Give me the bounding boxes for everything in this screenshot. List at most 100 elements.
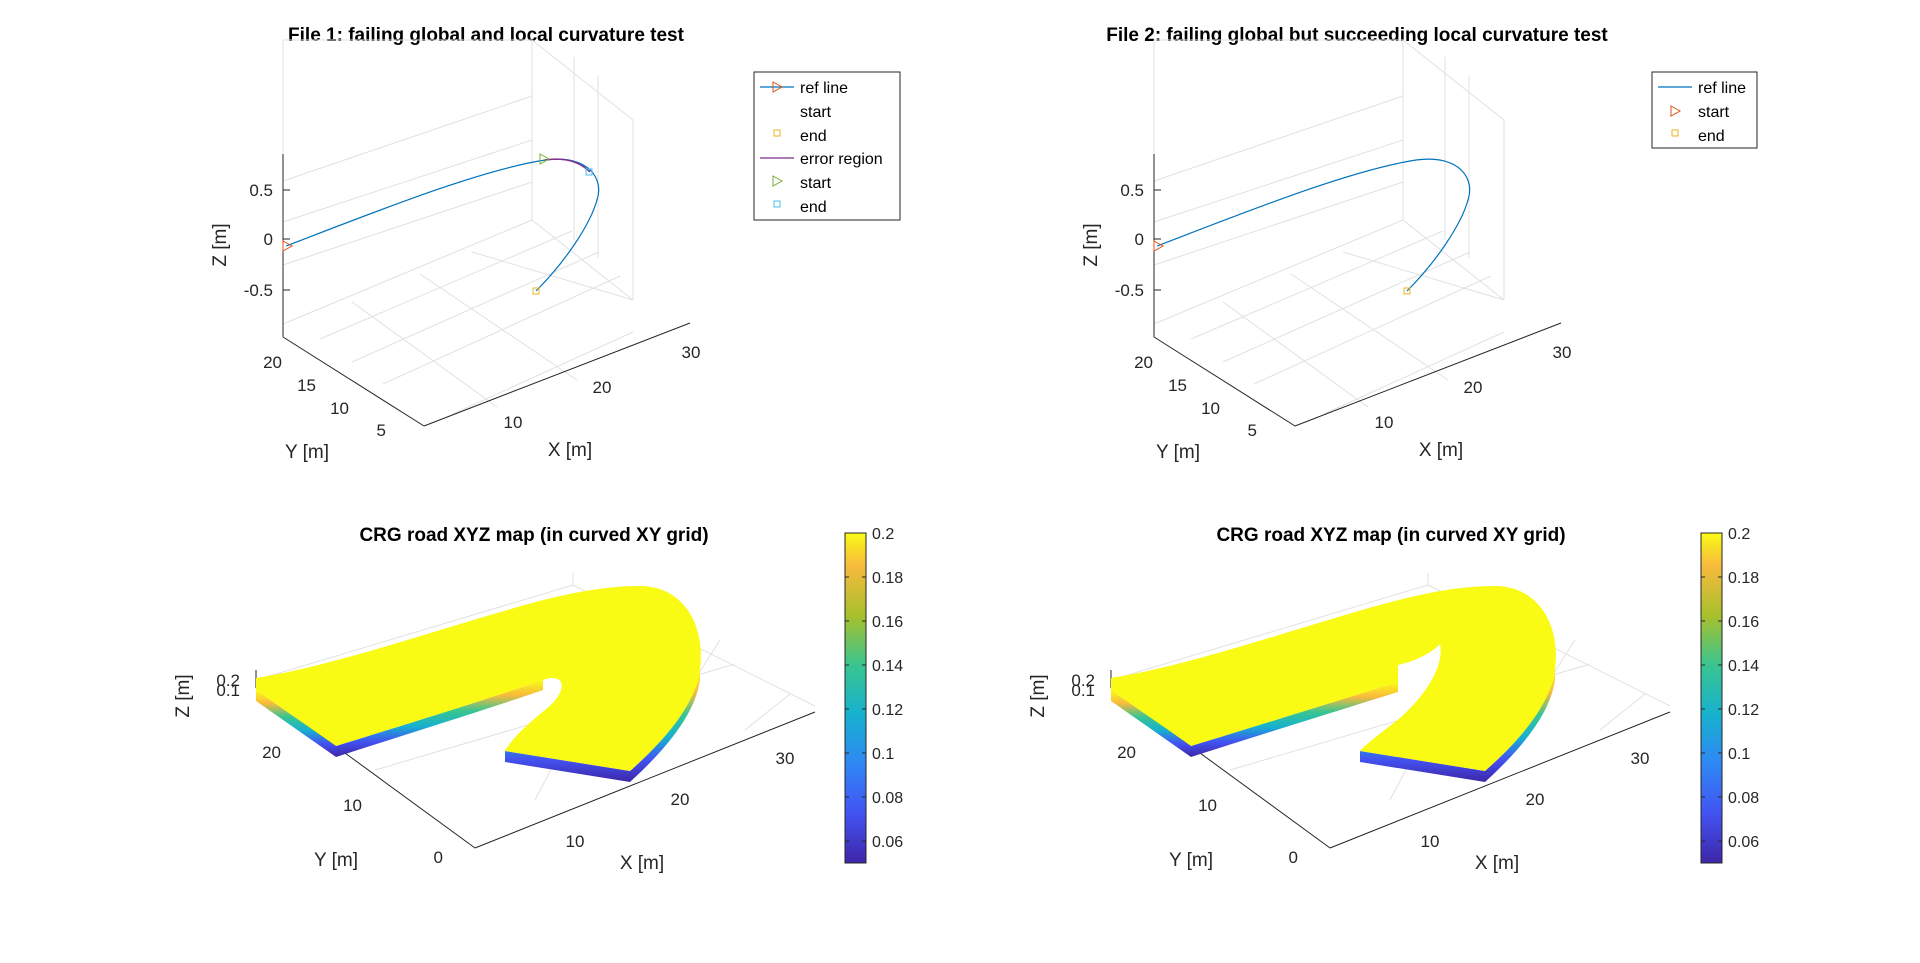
legend-label: end	[800, 128, 827, 145]
z-ticks: 0.2 0.1	[1071, 671, 1095, 700]
y-ticks: 20 10 0	[1117, 743, 1298, 867]
z-tick-label: 0	[1135, 230, 1144, 249]
grid-line	[351, 301, 498, 408]
x-ticks: 10 20 30	[1421, 749, 1650, 851]
start-marker	[282, 240, 294, 252]
y-axis-label: Y [m]	[314, 850, 358, 871]
grid-line	[1153, 181, 1404, 266]
road-side-face	[1191, 682, 1398, 757]
x-tick-label: 20	[1526, 790, 1545, 809]
z-axis-label: Z [m]	[173, 674, 194, 717]
legend-label: end	[800, 199, 827, 216]
chart-title: File 2: failing global but succeeding lo…	[1106, 25, 1608, 46]
z-tick-label: 0.1	[1071, 681, 1095, 700]
y-tick-label: 10	[1198, 796, 1217, 815]
y-tick-label: 20	[262, 743, 281, 762]
colorbar-tick-label: 0.18	[872, 570, 903, 587]
grid-line	[319, 230, 573, 340]
x-tick-label: 30	[1553, 343, 1572, 362]
grid-lines	[282, 39, 634, 415]
back-grid	[282, 39, 533, 324]
grid-line	[1253, 275, 1492, 385]
z-tick-label: 0.2	[216, 671, 240, 690]
grid-line	[419, 273, 578, 381]
road-side-face	[336, 680, 543, 757]
x-ticks: 10 20 30	[504, 343, 701, 432]
x-ticks: 10 20 30	[1375, 343, 1572, 432]
grid-line	[282, 219, 533, 325]
y-tick-label: 20	[263, 353, 282, 372]
colorbar-tick-label: 0.06	[872, 834, 903, 851]
colorbar-tick-label: 0.1	[1728, 746, 1750, 763]
z-ticks: 0.2 0.1	[216, 671, 240, 700]
z-tick-label: 0.1	[216, 681, 240, 700]
x-axis-line	[1329, 711, 1671, 849]
colorbar-tick-label: 0.12	[1728, 702, 1759, 719]
end-marker	[532, 287, 540, 295]
error-start-marker	[539, 153, 551, 165]
x-tick-label: 30	[1631, 749, 1650, 768]
y-tick-label: 10	[343, 796, 362, 815]
y-axis-line	[1153, 336, 1296, 427]
road-side-face	[256, 690, 336, 757]
grid-line	[1599, 693, 1646, 731]
legend-label: ref line	[1698, 80, 1746, 97]
z-tick-label: -0.5	[244, 281, 273, 300]
grid-line	[1153, 139, 1404, 223]
colorbar-tick-label: 0.1	[872, 746, 894, 763]
x-tick-label: 30	[682, 343, 701, 362]
chart-title: CRG road XYZ map (in curved XY grid)	[359, 525, 708, 546]
legend-label: start	[800, 104, 832, 121]
colorbar: 0.2 0.18 0.16 0.14 0.12 0.1 0.08 0.06	[844, 526, 903, 864]
x-tick-label: 30	[776, 749, 795, 768]
z-axis-label: Z [m]	[210, 223, 231, 266]
grid-line	[1323, 331, 1505, 415]
y-tick-label: 20	[1117, 743, 1136, 762]
y-tick-label: 5	[1248, 421, 1257, 440]
colorbar-tick-label: 0.08	[1728, 790, 1759, 807]
legend: ref line start end	[1651, 71, 1758, 149]
z-ticks: 0.5 0 -0.5	[244, 181, 290, 300]
colorbar: 0.2 0.18 0.16 0.14 0.12 0.1 0.08 0.06	[1700, 526, 1759, 864]
y-ticks: 20 10 0	[262, 743, 443, 867]
x-tick-label: 10	[566, 832, 585, 851]
grid-line	[1222, 251, 1471, 363]
axes-crg-map-2: CRG road XYZ map (in curved XY grid) 0.2…	[1028, 525, 1759, 874]
grid-line	[282, 139, 533, 223]
road-side-face	[505, 670, 700, 782]
z-axis-label: Z [m]	[1028, 674, 1049, 717]
axes-file2: File 2: failing global but succeeding lo…	[1081, 25, 1758, 463]
axes-box	[282, 154, 691, 427]
axes-crg-map-1: CRG road XYZ map (in curved XY grid) 0.2…	[173, 525, 903, 874]
y-axis-line	[282, 336, 425, 427]
grid-line	[471, 251, 634, 301]
grid-line	[282, 95, 533, 182]
z-tick-label: -0.5	[1115, 281, 1144, 300]
grid-line	[1402, 219, 1505, 301]
y-tick-label: 5	[377, 421, 386, 440]
y-tick-label: 10	[1201, 399, 1220, 418]
colorbar-tick-label: 0.2	[1728, 526, 1750, 543]
y-axis-label: Y [m]	[285, 442, 329, 463]
y-axis-label: Y [m]	[1156, 442, 1200, 463]
colorbar-tick-label: 0.08	[872, 790, 903, 807]
grid-line	[531, 39, 634, 121]
colorbar-tick-label: 0.14	[872, 658, 903, 675]
y-tick-label: 10	[330, 399, 349, 418]
z-tick-label: 0.2	[1071, 671, 1095, 690]
legend-box	[1651, 71, 1758, 149]
y-ticks: 20 15 10 5	[1134, 353, 1257, 440]
start-marker	[1153, 240, 1165, 252]
x-axis-label: X [m]	[1475, 853, 1519, 874]
grid-line	[351, 251, 600, 363]
colorbar-tick-label: 0.12	[872, 702, 903, 719]
grid-line	[1153, 95, 1404, 182]
error-region-series	[544, 158, 591, 173]
road-top	[256, 586, 701, 771]
y-axis-label: Y [m]	[1169, 850, 1213, 871]
ref-line-series	[285, 158, 600, 292]
z-tick-label: 0.5	[1120, 181, 1144, 200]
legend-label: ref line	[800, 80, 848, 97]
x-axis-label: X [m]	[620, 853, 664, 874]
